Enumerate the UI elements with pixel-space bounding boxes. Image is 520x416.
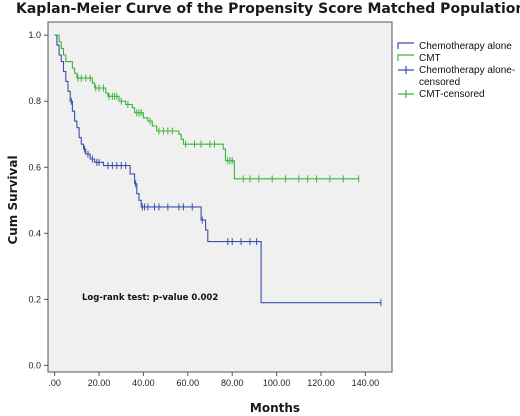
y-axis-label: Cum Survival (6, 155, 20, 244)
y-tick-label: 0.0 (28, 360, 41, 370)
legend-entry-label: censored (419, 77, 460, 88)
legend-entry-label: Chemotherapy alone (419, 41, 512, 52)
legend-swatch-line (397, 42, 414, 49)
x-tick-label: 100.00 (263, 378, 291, 388)
axis-ticks: 0.0 0.2 0.4 0.6 0.8 1.0 .00 20.00 40.00 60.00 80.0… (28, 30, 379, 388)
x-tick-label: 120.00 (307, 378, 335, 388)
series-chemotherapy-alone (54, 34, 382, 307)
y-tick-label: 0.4 (28, 228, 41, 238)
x-tick-label: 20.00 (88, 378, 111, 388)
y-tick-label: 1.0 (28, 30, 41, 40)
chart-title: Kaplan-Meier Curve of the Propensity Sco… (16, 1, 520, 17)
x-tick-label: 60.00 (177, 378, 200, 388)
legend-swatch-censor (398, 90, 414, 98)
x-tick-label: 140.00 (352, 378, 380, 388)
survival-line-cmt (54, 34, 359, 180)
plot-area (47, 21, 393, 373)
log-rank-annotation: Log-rank test: p-value 0.002 (82, 293, 218, 303)
legend-entry-label: CMT (419, 53, 441, 64)
y-tick-label: 0.6 (28, 162, 41, 172)
x-tick-label: 80.00 (221, 378, 244, 388)
legend-swatch-censor (398, 66, 414, 74)
legend-swatch-line (397, 54, 414, 61)
y-tick-label: 0.2 (28, 294, 41, 304)
legend-entry-label: Chemotherapy alone- (419, 65, 515, 76)
y-tick-label: 0.8 (28, 96, 41, 106)
series-layer (54, 34, 382, 307)
x-axis-label: Months (250, 401, 300, 415)
legend-entry-label: CMT-censored (419, 89, 485, 100)
x-tick-label: 40.00 (132, 378, 155, 388)
series-cmt (54, 34, 360, 183)
x-tick-label: .00 (48, 378, 61, 388)
